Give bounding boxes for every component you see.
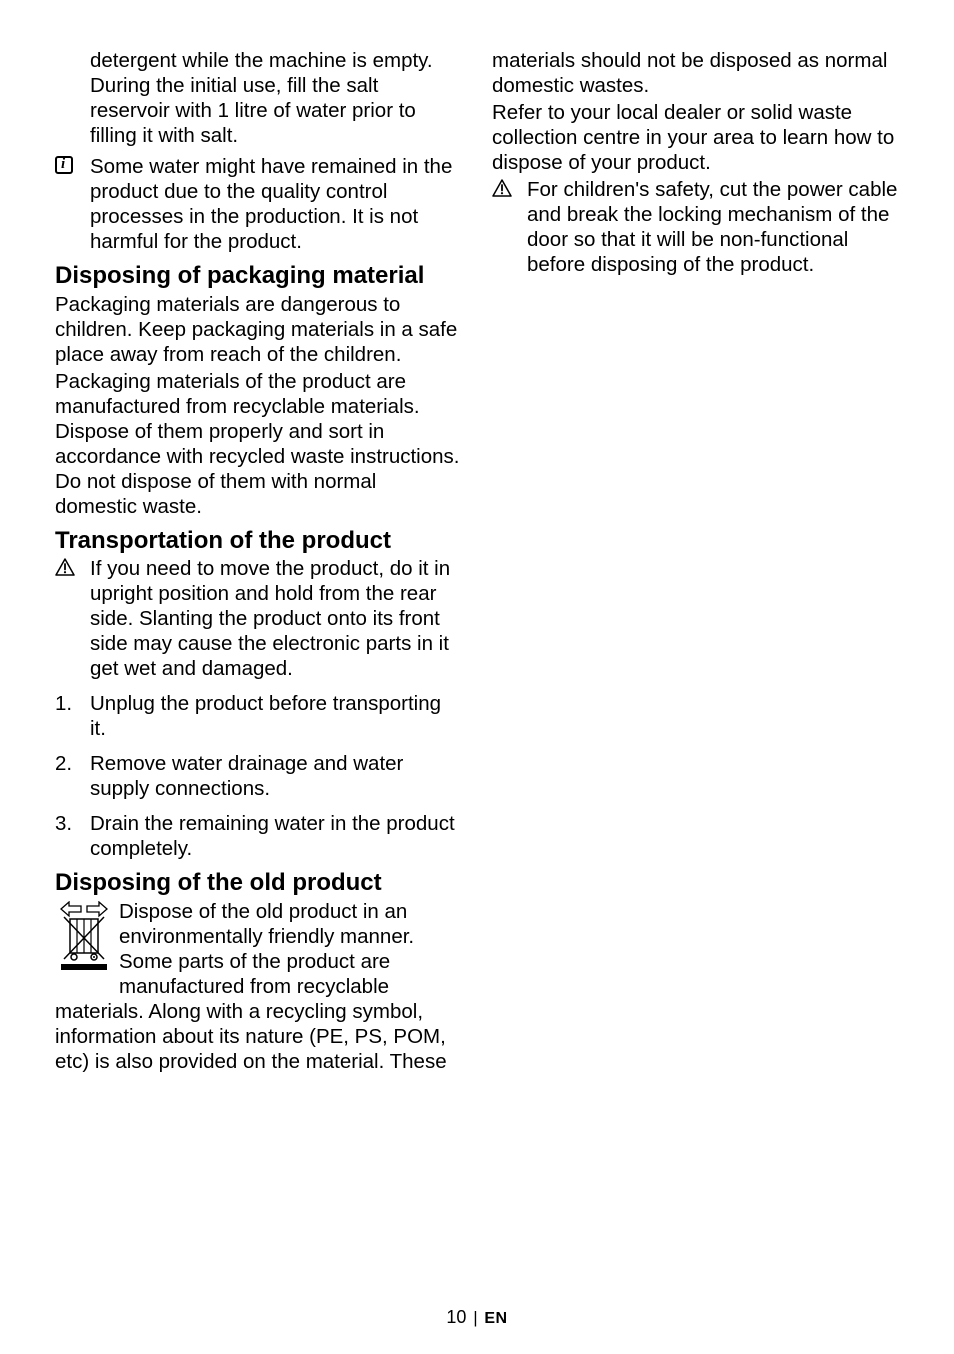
heading-transportation: Transportation of the product [55,527,462,555]
paragraph: Packaging materials are dangerous to chi… [55,292,462,367]
warning-icon [492,178,512,203]
paragraph: materials should not be disposed as norm… [492,48,899,98]
info-icon [55,156,73,174]
info-bullet: Some water might have remained in the pr… [55,154,462,254]
footer-divider: | [473,1308,477,1328]
warning-bullet-text: For children's safety, cut the power cab… [527,177,899,277]
left-column: detergent while the machine is empty. Du… [55,48,462,1074]
warning-icon-marker [55,556,90,681]
heading-disposing-old: Disposing of the old product [55,869,462,897]
paragraph: Refer to your local dealer or solid wast… [492,100,899,175]
heading-disposing-packaging: Disposing of packaging material [55,262,462,290]
number-marker: 3. [55,811,90,861]
paragraph: Packaging materials of the product are m… [55,369,462,519]
footer-language: EN [484,1310,507,1327]
warning-bullet: If you need to move the product, do it i… [55,556,462,681]
warning-bullet: For children's safety, cut the power cab… [492,177,899,277]
weee-icon [55,901,113,978]
weee-paragraph: Dispose of the old product in an environ… [55,899,462,1074]
weee-text: Dispose of the old product in an environ… [55,900,447,1073]
warning-icon-marker [492,177,527,277]
numbered-item: 2. Remove water drainage and water suppl… [55,751,462,801]
numbered-item: 1. Unplug the product before transportin… [55,691,462,741]
page-number: 10 [446,1307,466,1327]
number-marker: 1. [55,691,90,741]
number-marker: 2. [55,751,90,801]
numbered-text: Unplug the product before transporting i… [90,691,462,741]
warning-bullet-text: If you need to move the product, do it i… [90,556,462,681]
numbered-text: Drain the remaining water in the product… [90,811,462,861]
warning-icon [55,557,75,582]
page-footer: 10 | EN [0,1307,954,1328]
numbered-text: Remove water drainage and water supply c… [90,751,462,801]
numbered-item: 3. Drain the remaining water in the prod… [55,811,462,861]
continuation-paragraph: detergent while the machine is empty. Du… [55,48,462,148]
right-column: materials should not be disposed as norm… [492,48,899,1074]
info-bullet-text: Some water might have remained in the pr… [90,154,462,254]
info-icon-marker [55,154,90,254]
